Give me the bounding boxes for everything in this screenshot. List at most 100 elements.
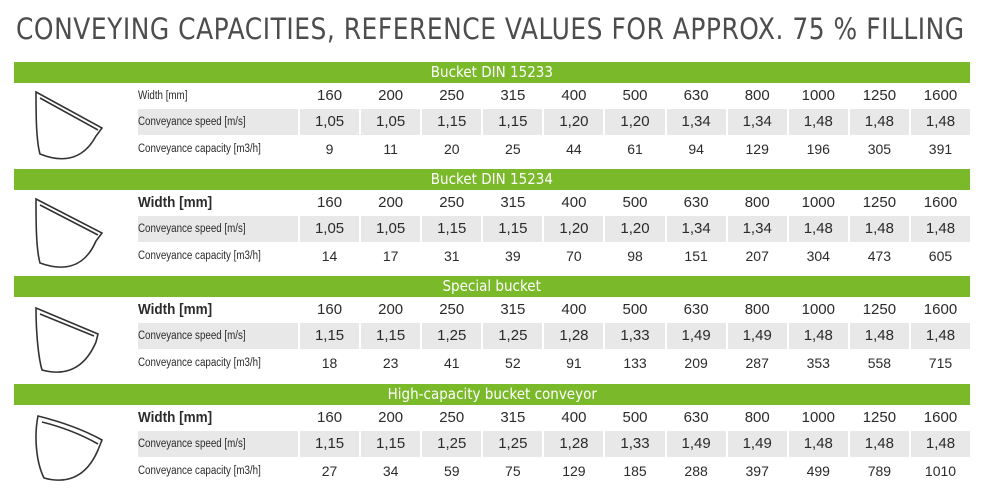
section-title: High-capacity bucket conveyor [387, 385, 597, 403]
width-cell: 315 [481, 190, 542, 216]
speed-row-label: Conveyance speed [m/s] [138, 330, 246, 342]
width-cell: 250 [420, 297, 481, 323]
width-cell: 1000 [786, 190, 848, 216]
width-cell: 500 [603, 190, 664, 216]
capacity-row: Conveyance capacity [m3/h] 27 34 59 75 129 185… [138, 458, 970, 484]
section-4: High-capacity bucket conveyor Width [mm] 1… [14, 384, 970, 486]
speed-cell: 1,34 [664, 216, 726, 242]
speed-row: Conveyance speed [m/s] 1,15 1,15 1,25 1,25 1,… [138, 431, 970, 457]
capacity-cell: 14 [298, 243, 359, 269]
bucket-din-15234-icon [35, 197, 104, 268]
width-cell: 200 [359, 83, 420, 109]
capacity-cell: 499 [786, 458, 848, 484]
width-row: Width [mm] 160 200 250 315 400 500 630 800 1000 12… [138, 83, 970, 109]
capacity-cell: 34 [359, 458, 420, 484]
capacity-row-values: 14 17 31 39 70 98 151 207 304 473 605 [298, 243, 970, 269]
speed-cell: 1,48 [847, 431, 909, 457]
capacity-cell: 129 [725, 136, 787, 162]
capacity-cell: 207 [725, 243, 787, 269]
width-row: Width [mm] 160 200 250 315 400 500 630 800 1000 12… [138, 297, 970, 323]
speed-cell: 1,48 [786, 431, 848, 457]
speed-cell: 1,48 [908, 323, 970, 349]
page-title: CONVEYING CAPACITIES, REFERENCE VALUES F… [16, 12, 965, 46]
width-cell: 630 [664, 83, 726, 109]
capacity-cell: 61 [603, 136, 664, 162]
speed-cell: 1,48 [786, 109, 848, 135]
capacity-cell: 473 [847, 243, 909, 269]
width-cell: 500 [603, 297, 664, 323]
capacity-cell: 305 [847, 136, 909, 162]
speed-cell: 1,20 [603, 109, 664, 135]
width-cell: 200 [359, 297, 420, 323]
width-cell: 1250 [847, 190, 909, 216]
speed-cell: 1,15 [359, 431, 420, 457]
width-cell: 630 [664, 190, 726, 216]
speed-cell: 1,05 [298, 109, 359, 135]
width-cell: 160 [298, 83, 359, 109]
speed-cell: 1,25 [420, 323, 481, 349]
capacity-cell: 353 [786, 350, 848, 376]
section-3: Special bucket Width [mm] 160 200 250 315 400 5… [14, 276, 970, 378]
capacity-cell: 44 [542, 136, 603, 162]
speed-row: Conveyance speed [m/s] 1,05 1,05 1,15 1,15 1,… [138, 109, 970, 135]
width-row-values: 160 200 250 315 400 500 630 800 1000 1250 1600 [298, 405, 970, 431]
speed-row-label: Conveyance speed [m/s] [138, 223, 246, 235]
width-cell: 200 [359, 190, 420, 216]
capacity-cell: 39 [481, 243, 542, 269]
section-2: Bucket DIN 15234 Width [mm] 160 200 250 315 40… [14, 169, 970, 271]
speed-cell: 1,20 [603, 216, 664, 242]
width-row-values: 160 200 250 315 400 500 630 800 1000 1250 1600 [298, 83, 970, 109]
section-title: Bucket DIN 15234 [430, 170, 554, 188]
section-header: Bucket DIN 15233 [14, 62, 970, 83]
speed-cell: 1,48 [847, 323, 909, 349]
width-cell: 250 [420, 405, 481, 431]
speed-cell: 1,15 [359, 323, 420, 349]
capacity-cell: 94 [664, 136, 726, 162]
width-cell: 1600 [908, 83, 970, 109]
speed-cell: 1,25 [420, 431, 481, 457]
width-cell: 800 [725, 297, 787, 323]
capacity-row-label: Conveyance capacity [m3/h] [138, 250, 261, 262]
speed-cell: 1,48 [908, 431, 970, 457]
section-title: Special bucket [442, 277, 542, 295]
speed-row-values: 1,05 1,05 1,15 1,15 1,20 1,20 1,34 1,34 1,48 1,48… [298, 109, 970, 135]
width-row-values: 160 200 250 315 400 500 630 800 1000 1250 1600 [298, 297, 970, 323]
speed-cell: 1,15 [420, 109, 481, 135]
speed-cell: 1,34 [725, 216, 787, 242]
width-cell: 500 [603, 405, 664, 431]
width-cell: 400 [542, 190, 603, 216]
capacity-cell: 59 [420, 458, 481, 484]
capacity-row-label: Conveyance capacity [m3/h] [138, 143, 261, 155]
section-title: Bucket DIN 15233 [430, 63, 554, 81]
speed-row: Conveyance speed [m/s] 1,15 1,15 1,25 1,25 1,… [138, 323, 970, 349]
capacity-row: Conveyance capacity [m3/h] 14 17 31 39 70 98 15… [138, 243, 970, 269]
capacity-cell: 397 [725, 458, 787, 484]
width-cell: 400 [542, 83, 603, 109]
speed-cell: 1,49 [664, 323, 726, 349]
width-cell: 800 [725, 83, 787, 109]
speed-cell: 1,28 [542, 431, 603, 457]
width-cell: 160 [298, 297, 359, 323]
capacity-row: Conveyance capacity [m3/h] 9 11 20 25 44 61 94 1… [138, 136, 970, 162]
width-cell: 200 [359, 405, 420, 431]
speed-cell: 1,49 [725, 431, 787, 457]
capacity-cell: 20 [420, 136, 481, 162]
section-1: Bucket DIN 15233 Width [mm] 160 200 250 315 40… [14, 62, 970, 164]
width-cell: 315 [481, 83, 542, 109]
speed-cell: 1,15 [298, 323, 359, 349]
capacity-cell: 25 [481, 136, 542, 162]
width-cell: 1250 [847, 405, 909, 431]
width-cell: 800 [725, 190, 787, 216]
capacity-cell: 391 [908, 136, 970, 162]
capacity-cell: 288 [664, 458, 726, 484]
speed-cell: 1,05 [359, 109, 420, 135]
capacity-row-values: 18 23 41 52 91 133 209 287 353 558 715 [298, 350, 970, 376]
speed-cell: 1,48 [908, 109, 970, 135]
capacity-cell: 133 [603, 350, 664, 376]
speed-cell: 1,34 [664, 109, 726, 135]
capacity-cell: 52 [481, 350, 542, 376]
capacity-cell: 185 [603, 458, 664, 484]
capacity-cell: 789 [847, 458, 909, 484]
capacity-cell: 75 [481, 458, 542, 484]
capacity-cell: 11 [359, 136, 420, 162]
